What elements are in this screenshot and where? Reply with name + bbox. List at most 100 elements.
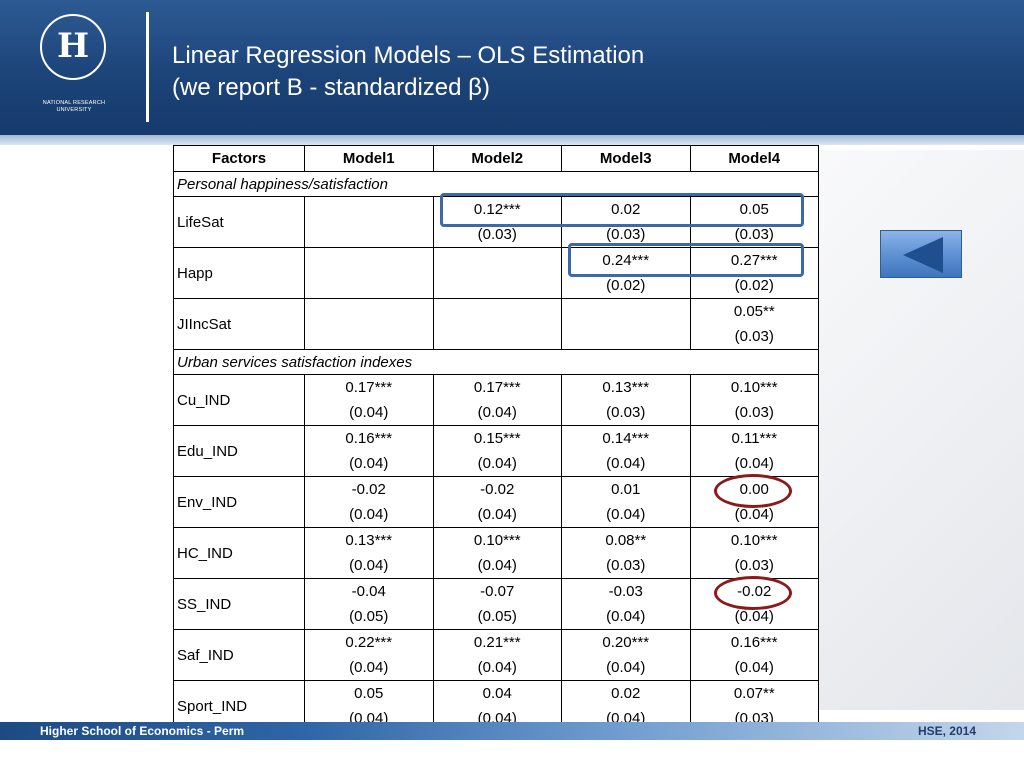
coefficient-cell — [432, 247, 562, 299]
coefficient-cell: 0.13*** (0.03) — [561, 374, 691, 426]
coefficient-cell: -0.02 (0.04) — [432, 476, 562, 528]
standard-error: (0.04) — [477, 404, 517, 421]
standard-error: (0.04) — [477, 455, 517, 472]
table-row: SS_IND -0.04 (0.05) -0.07 (0.05) -0.03 (0.04) -… — [173, 578, 819, 630]
standard-error — [434, 324, 562, 349]
table-row: Edu_IND 0.16*** (0.04) 0.15*** (0.04) 0.14***… — [173, 425, 819, 477]
coefficient-cell: 0.05** (0.03) — [689, 298, 819, 350]
coefficient-value: 0.01 — [611, 481, 641, 498]
standard-error: (0.04) — [734, 506, 774, 523]
coefficient-value: 0.16*** — [345, 430, 393, 447]
factor-label: JIIncSat — [173, 298, 305, 350]
table-row: HC_IND 0.13*** (0.04) 0.10*** (0.04) 0.08** (0… — [173, 527, 819, 579]
highlight-ss-oval — [714, 576, 792, 610]
standard-error: (0.04) — [734, 608, 774, 625]
coefficient-value: 0.16*** — [730, 634, 778, 651]
coefficient-cell: 0.08** (0.03) — [561, 527, 691, 579]
coefficient-cell: -0.03 (0.04) — [561, 578, 691, 630]
coefficient-value — [434, 299, 562, 324]
coefficient-cell: -0.07 (0.05) — [432, 578, 562, 630]
standard-error: (0.04) — [734, 659, 774, 676]
standard-error: (0.03) — [606, 404, 646, 421]
section-label-personal: Personal happiness/satisfaction — [173, 171, 819, 197]
coefficient-value — [305, 197, 433, 222]
standard-error — [305, 222, 433, 247]
standard-error: (0.04) — [606, 608, 646, 625]
factor-label: Saf_IND — [173, 629, 305, 681]
coefficient-cell — [304, 298, 434, 350]
coefficient-value: 0.12*** — [473, 201, 521, 218]
standard-error — [434, 273, 562, 298]
coefficient-cell: 0.24*** (0.02) — [561, 247, 691, 299]
standard-error: (0.04) — [349, 404, 389, 421]
standard-error: (0.04) — [477, 506, 517, 523]
section-row-personal: Personal happiness/satisfaction — [173, 171, 819, 197]
section-label-urban: Urban services satisfaction indexes — [173, 349, 819, 375]
column-header-model2: Model2 — [432, 145, 562, 172]
standard-error — [562, 324, 690, 349]
coefficient-cell: 0.02 (0.03) — [561, 196, 691, 248]
header-divider — [146, 12, 149, 122]
standard-error — [305, 324, 433, 349]
coefficient-cell: -0.02 (0.04) — [304, 476, 434, 528]
coefficient-cell: 0.05 (0.03) — [689, 196, 819, 248]
standard-error: (0.03) — [734, 328, 774, 345]
header-stripe — [0, 135, 1024, 145]
coefficient-value: 0.05 — [354, 685, 384, 702]
coefficient-cell: 0.13*** (0.04) — [304, 527, 434, 579]
column-header-model3: Model3 — [561, 145, 691, 172]
coefficient-cell: 0.10*** (0.04) — [432, 527, 562, 579]
footer-bar — [0, 722, 1024, 740]
coefficient-cell — [304, 247, 434, 299]
standard-error: (0.04) — [477, 557, 517, 574]
coefficient-value: 0.27*** — [730, 252, 778, 269]
column-header-model4: Model4 — [689, 145, 819, 172]
table-header-row: Factors Model1 Model2 Model3 Model4 — [173, 145, 819, 172]
title-line2: (we report B - standardized β) — [172, 74, 490, 101]
coefficient-value: 0.05** — [733, 303, 775, 320]
logo-glyph: Н — [56, 26, 90, 66]
standard-error: (0.04) — [349, 659, 389, 676]
standard-error: (0.05) — [477, 608, 517, 625]
column-header-factors: Factors — [173, 145, 305, 172]
standard-error: (0.04) — [349, 506, 389, 523]
coefficient-cell: 0.27*** (0.02) — [689, 247, 819, 299]
standard-error: (0.04) — [349, 455, 389, 472]
standard-error: (0.04) — [606, 455, 646, 472]
coefficient-value: -0.02 — [480, 481, 515, 498]
factor-label: HC_IND — [173, 527, 305, 579]
standard-error: (0.05) — [349, 608, 389, 625]
standard-error: (0.03) — [477, 226, 517, 243]
coefficient-cell: 0.17*** (0.04) — [432, 374, 562, 426]
table-row: LifeSat 0.12*** (0.03) 0.02 (0.03) 0.05 (0.03) — [173, 196, 819, 248]
back-arrow-icon — [903, 237, 943, 273]
factor-label: SS_IND — [173, 578, 305, 630]
coefficient-cell: 0.21*** (0.04) — [432, 629, 562, 681]
standard-error: (0.03) — [606, 557, 646, 574]
highlight-lifesat-box — [440, 193, 804, 227]
coefficient-value: 0.02 — [611, 201, 641, 218]
table-row: Cu_IND 0.17*** (0.04) 0.17*** (0.04) 0.13*** (… — [173, 374, 819, 426]
factor-label: Edu_IND — [173, 425, 305, 477]
standard-error: (0.02) — [606, 277, 646, 294]
coefficient-value: 0.15*** — [473, 430, 521, 447]
title-line1: Linear Regression Models – OLS Estimatio… — [172, 42, 645, 69]
coefficient-value: 0.10*** — [730, 532, 778, 549]
standard-error: (0.03) — [734, 557, 774, 574]
coefficient-value — [562, 299, 690, 324]
slide-title: Linear Regression Models – OLS Estimatio… — [172, 40, 644, 104]
coefficient-cell: 0.15*** (0.04) — [432, 425, 562, 477]
column-header-model1: Model1 — [304, 145, 434, 172]
coefficient-value: 0.17*** — [473, 379, 521, 396]
standard-error: (0.03) — [734, 226, 774, 243]
back-button[interactable] — [880, 230, 962, 278]
coefficient-value — [434, 248, 562, 273]
coefficient-value: -0.02 — [351, 481, 386, 498]
coefficient-value: 0.02 — [611, 685, 641, 702]
coefficient-value: 0.08** — [605, 532, 647, 549]
coefficient-value: 0.21*** — [473, 634, 521, 651]
coefficient-cell: 0.16*** (0.04) — [304, 425, 434, 477]
logo-caption-line2: UNIVERSITY — [56, 107, 92, 113]
coefficient-value: 0.13*** — [345, 532, 393, 549]
standard-error: (0.02) — [734, 277, 774, 294]
